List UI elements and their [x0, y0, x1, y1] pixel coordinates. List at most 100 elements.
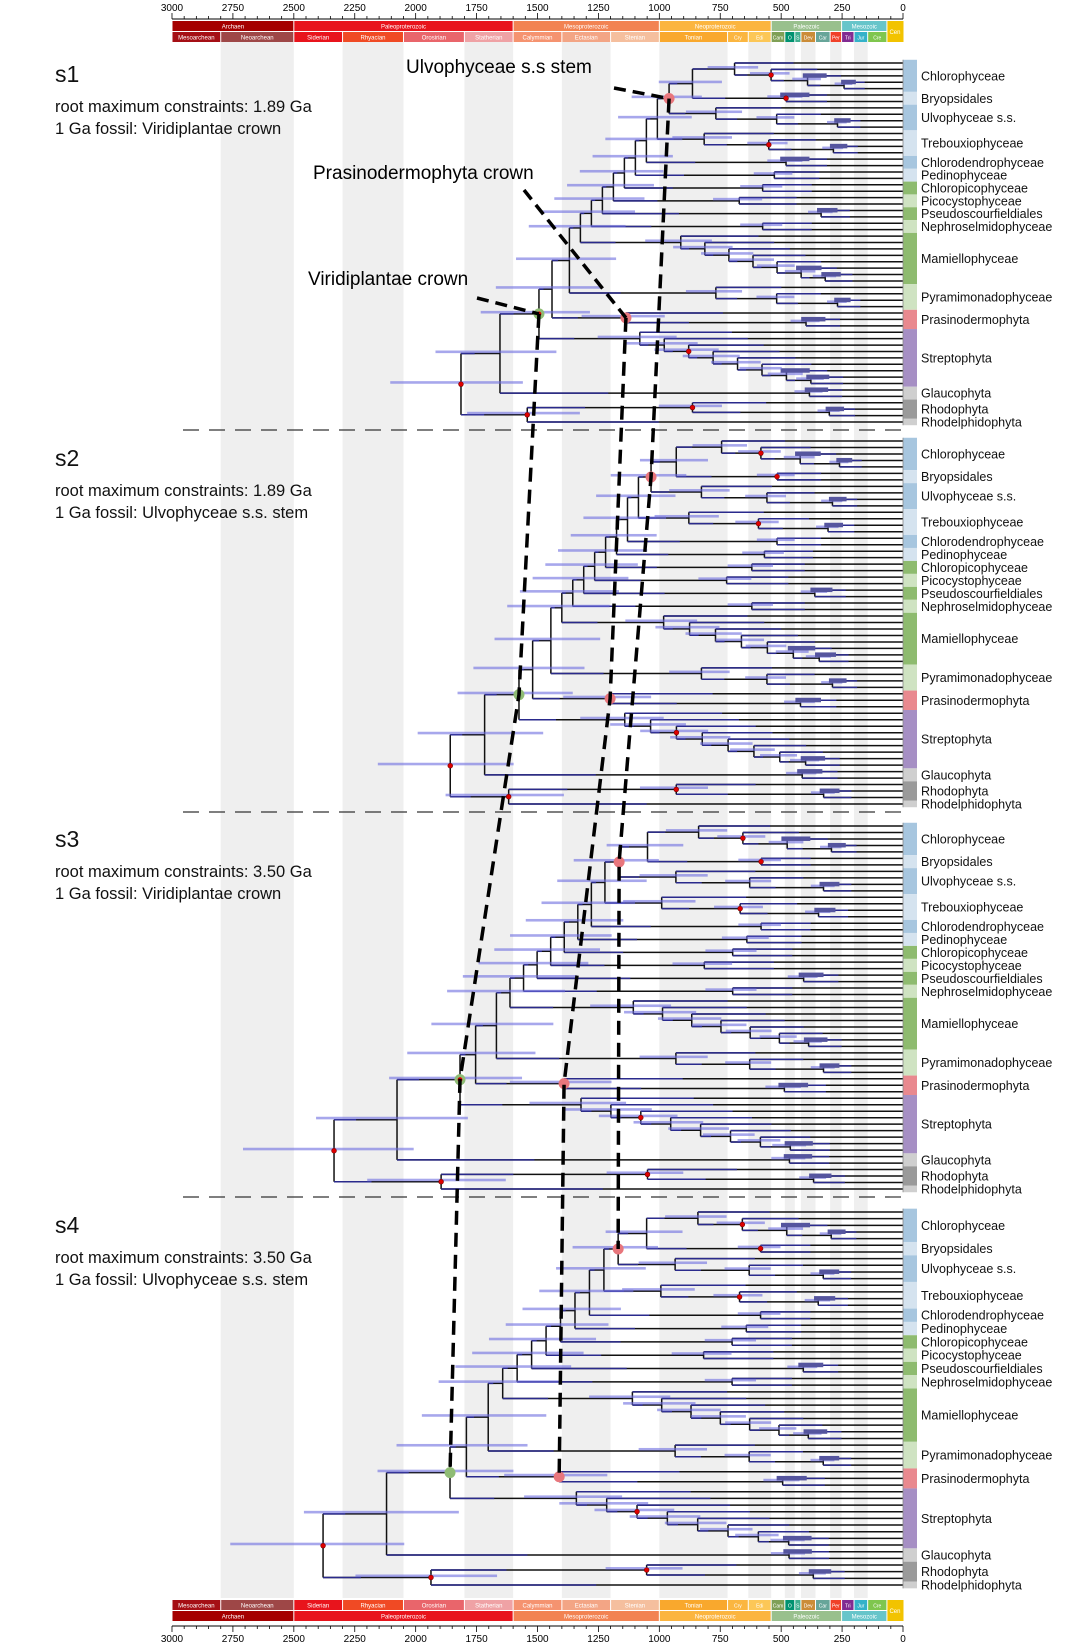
hpd-bar [606, 843, 684, 847]
hpd-bar [242, 1147, 414, 1151]
hpd-bar [545, 563, 638, 566]
hpd-bar [745, 494, 786, 498]
hpd-bar [495, 286, 602, 289]
hpd-bar [590, 1004, 672, 1008]
hpd-bar [625, 619, 698, 623]
clade-label: Pedinophyceae [921, 1322, 1007, 1336]
prasinodermophyta-crown-marker [553, 1471, 565, 1483]
hpd-bar [685, 632, 742, 635]
period-shade-band [854, 42, 868, 1598]
hpd-bar [721, 936, 769, 940]
period-label: Mesoarchean [178, 36, 214, 42]
axis-tick-label: 2250 [344, 1634, 367, 1645]
hpd-bar [705, 949, 757, 953]
period-shade-band [659, 42, 728, 1598]
period-box [801, 1600, 816, 1610]
clade-color-bar [903, 971, 917, 985]
clade-label: Glaucophyta [921, 1153, 991, 1167]
hpd-bar [303, 1510, 459, 1514]
era-label: Paleozoic [793, 1615, 819, 1621]
clade-color-bar [903, 130, 917, 156]
period-box [816, 1600, 830, 1610]
hpd-bar [639, 874, 708, 877]
clade-color-bar [903, 386, 917, 400]
hpd-bar [672, 136, 733, 139]
hpd-bar [639, 786, 708, 790]
era-box [172, 21, 294, 31]
hpd-bar [598, 1114, 678, 1118]
axis-tick-label: 2750 [222, 1634, 245, 1645]
calibration-point [505, 794, 512, 800]
hpd-bar [605, 1230, 683, 1234]
hpd-bar [445, 793, 564, 797]
clade-label: Chloropicophyceae [921, 1335, 1028, 1349]
calibration-point [736, 1294, 743, 1300]
clade-label: Glaucophyta [921, 768, 991, 782]
hpd-bar-dark [810, 587, 833, 593]
hpd-bar [655, 625, 720, 629]
calibration-point [758, 858, 764, 865]
period-label: Calymmian [522, 1604, 552, 1610]
axis-tick-label: 1750 [465, 1634, 488, 1645]
clade-label: Bryopsidales [921, 92, 993, 106]
period-label: Dev [804, 1604, 813, 1610]
period-label: S [796, 36, 800, 42]
hpd-bar [664, 1521, 727, 1525]
hpd-bar [685, 289, 743, 293]
hpd-bar-dark [829, 143, 848, 149]
calibration-point [685, 348, 692, 355]
clade-color-bar [903, 984, 917, 998]
period-label: Cre [873, 1604, 881, 1610]
hpd-bar [711, 360, 761, 364]
clade-label: Pedinophyceae [921, 548, 1007, 562]
clade-color-bar [903, 329, 917, 387]
hpd-bar-dark [783, 1154, 813, 1159]
axis-tick-label: 0 [900, 3, 906, 14]
node-connector-lines [448, 98, 671, 1477]
clade-label: Rhodophyta [921, 785, 988, 799]
calibration-point [458, 381, 464, 387]
cenozoic-label: Cen [889, 1609, 900, 1615]
era-box [294, 1611, 513, 1621]
hpd-bar [629, 1515, 701, 1518]
axis-tick-label: 500 [773, 3, 790, 14]
hpd-bar [605, 137, 683, 141]
era-box [294, 21, 513, 31]
hpd-bar [623, 899, 696, 903]
hpd-bar [605, 1567, 683, 1570]
period-shade-band [342, 42, 404, 1598]
clade-label: Bryopsidales [921, 1242, 993, 1256]
hpd-bar [669, 670, 730, 674]
hpd-bar-dark [780, 368, 810, 373]
clade-color-bar [903, 1095, 917, 1154]
clade-label: Pseudoscourfieldiales [921, 1362, 1043, 1376]
calibration-point [758, 450, 764, 456]
hpd-bar [702, 1133, 755, 1136]
hpd-bar [367, 1178, 506, 1182]
hpd-bar [740, 185, 783, 188]
hpd-bar [668, 1127, 729, 1130]
period-box [748, 1600, 771, 1610]
clade-label: Trebouxiophyceae [921, 516, 1023, 530]
hpd-bar [682, 354, 740, 358]
hpd-bar [760, 754, 798, 757]
hpd-bar [768, 840, 804, 844]
calibration-point [320, 1542, 326, 1549]
axis-tick-label: 1000 [648, 3, 671, 14]
hpd-bar [570, 533, 657, 537]
hpd-bar [525, 918, 624, 922]
hpd-bar [355, 1574, 498, 1578]
axis-tick-label: 3000 [161, 3, 184, 14]
hpd-bar [740, 223, 783, 227]
period-box [728, 1600, 748, 1610]
clade-color-bar [903, 822, 917, 856]
clade-label: Pseudoscourfieldiales [921, 207, 1043, 221]
hpd-bar-dark [809, 1173, 832, 1179]
period-label: O [788, 36, 792, 42]
era-box [659, 1611, 771, 1621]
clade-label: Chlorodendrophyceae [921, 156, 1044, 170]
hpd-bar [597, 335, 677, 339]
axis-tick-label: 1500 [526, 1634, 549, 1645]
clade-label: Bryopsidales [921, 855, 993, 869]
clade-label: Pedinophyceae [921, 169, 1007, 183]
